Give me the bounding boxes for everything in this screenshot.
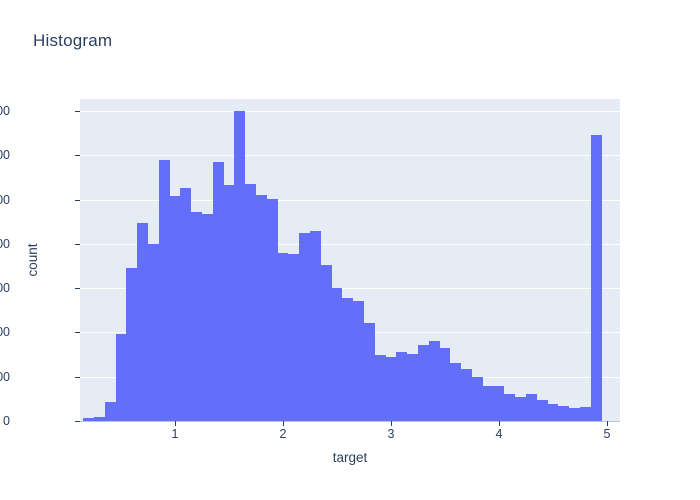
bar[interactable] <box>191 211 203 421</box>
y-tick-mark <box>75 243 80 245</box>
bar[interactable] <box>558 406 570 421</box>
x-tick-label: 4 <box>495 427 503 441</box>
bar[interactable] <box>234 110 246 421</box>
bar[interactable] <box>212 161 224 421</box>
bar[interactable] <box>396 352 408 421</box>
bar[interactable] <box>115 333 127 421</box>
bar[interactable] <box>331 288 343 421</box>
bar[interactable] <box>526 394 537 421</box>
y-tick-mark <box>75 376 80 378</box>
x-tick-label: 3 <box>387 427 395 441</box>
gridline-y-300 <box>80 288 620 290</box>
bar[interactable] <box>515 396 527 421</box>
bar[interactable] <box>299 232 311 421</box>
bar[interactable] <box>310 230 321 421</box>
bar[interactable] <box>169 196 181 421</box>
bar[interactable] <box>461 368 473 421</box>
x-tick-label: 2 <box>279 427 287 441</box>
bar[interactable] <box>148 243 159 421</box>
y-tick-label: 700 <box>0 103 10 118</box>
y-tick-label: 600 <box>0 148 10 163</box>
x-axis-title: target <box>332 450 368 465</box>
x-tick-mark <box>391 421 393 426</box>
y-tick-mark <box>75 288 80 290</box>
x-tick-mark <box>283 421 285 426</box>
bar[interactable] <box>83 418 95 421</box>
bar[interactable] <box>180 188 192 421</box>
bar[interactable] <box>504 393 516 421</box>
bar[interactable] <box>320 265 332 421</box>
bar[interactable] <box>450 363 462 421</box>
bar[interactable] <box>374 355 386 421</box>
bar[interactable] <box>590 135 602 421</box>
y-tick-label: 200 <box>0 325 10 340</box>
bar[interactable] <box>547 404 559 421</box>
gridline-y-400 <box>80 243 620 245</box>
x-tick-mark <box>499 421 501 426</box>
bar[interactable] <box>353 301 365 421</box>
bar[interactable] <box>158 159 170 421</box>
bar[interactable] <box>439 347 451 421</box>
bar[interactable] <box>256 194 267 421</box>
bar[interactable] <box>385 356 397 421</box>
plot-area[interactable] <box>80 99 620 421</box>
bar[interactable] <box>288 253 300 421</box>
y-tick-mark <box>75 155 80 157</box>
bar[interactable] <box>580 406 591 421</box>
bar[interactable] <box>407 353 419 421</box>
y-tick-mark <box>75 110 80 112</box>
y-tick-label: 500 <box>0 192 10 207</box>
bar[interactable] <box>428 341 440 421</box>
bar[interactable] <box>245 184 257 421</box>
x-tick-mark <box>175 421 177 426</box>
bar[interactable] <box>202 213 213 421</box>
gridline-y-700 <box>80 110 620 112</box>
bar[interactable] <box>482 385 494 421</box>
bar[interactable] <box>223 184 235 421</box>
y-tick-mark <box>75 199 80 201</box>
y-tick-label: 300 <box>0 281 10 296</box>
bar[interactable] <box>364 322 375 421</box>
bar[interactable] <box>342 297 354 421</box>
y-tick-label: 400 <box>0 236 10 251</box>
bar[interactable] <box>472 376 483 421</box>
bar[interactable] <box>137 223 149 421</box>
gridline-y-500 <box>80 199 620 201</box>
y-tick-mark <box>75 421 80 422</box>
bar[interactable] <box>493 386 505 421</box>
x-tick-mark <box>607 421 609 426</box>
x-axis-zeroline <box>80 421 620 422</box>
bar[interactable] <box>569 407 581 421</box>
bar[interactable] <box>418 344 429 421</box>
bar[interactable] <box>266 198 278 421</box>
gridline-y-600 <box>80 155 620 157</box>
bar[interactable] <box>536 399 548 421</box>
y-tick-label: 0 <box>3 414 10 428</box>
page-title: Histogram <box>33 31 113 50</box>
y-axis-title: count <box>25 243 41 277</box>
bar[interactable] <box>104 401 116 421</box>
x-tick-label: 1 <box>171 427 179 441</box>
bar[interactable] <box>126 268 138 421</box>
y-tick-label: 100 <box>0 369 10 384</box>
y-tick-mark <box>75 332 80 334</box>
bar[interactable] <box>277 252 289 421</box>
x-tick-label: 5 <box>603 427 611 441</box>
bar[interactable] <box>94 417 105 421</box>
